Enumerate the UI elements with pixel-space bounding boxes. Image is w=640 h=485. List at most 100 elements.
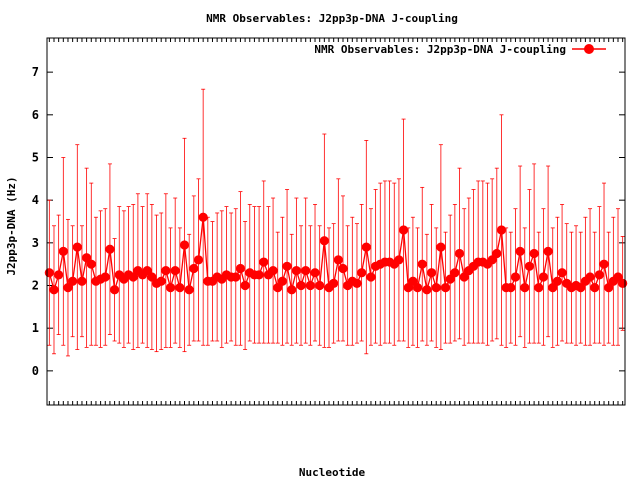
data-point (366, 272, 376, 282)
data-point (235, 263, 246, 274)
data-point (552, 276, 563, 286)
data-point (538, 272, 549, 282)
data-point (68, 276, 78, 286)
data-point (58, 246, 68, 256)
data-point (529, 248, 539, 259)
data-point (147, 272, 157, 282)
data-point (77, 276, 87, 286)
data-point (487, 255, 497, 265)
data-point (524, 261, 535, 271)
y-tick-label: 2 (32, 279, 39, 293)
data-point (548, 283, 558, 293)
data-point (329, 278, 339, 288)
y-tick-label: 0 (32, 364, 39, 378)
data-point (604, 283, 614, 293)
plot-frame (46, 37, 626, 406)
data-point (492, 248, 502, 259)
data-point (291, 265, 301, 276)
data-point (594, 270, 604, 280)
data-point (142, 265, 152, 276)
data-point (450, 268, 460, 278)
data-point (431, 283, 441, 293)
data-point (403, 283, 413, 293)
data-point (590, 283, 600, 293)
data-point (496, 225, 507, 235)
data-point (287, 285, 297, 295)
x-axis-label: Nucleotide (299, 466, 366, 479)
data-point (179, 240, 190, 250)
data-point (277, 276, 287, 286)
chart-title: NMR Observables: J2pp3p-DNA J-coupling (206, 12, 458, 25)
data-point (599, 259, 609, 269)
data-point (436, 242, 446, 252)
data-point (412, 283, 423, 293)
data-point (310, 268, 320, 278)
data-point (301, 265, 311, 276)
y-tick-label: 1 (32, 321, 39, 335)
data-point (319, 236, 329, 246)
data-point (86, 259, 96, 269)
data-point (273, 283, 283, 293)
legend-marker (584, 44, 594, 54)
data-point (618, 278, 628, 288)
data-point (338, 263, 348, 274)
y-tick-label: 5 (32, 150, 39, 164)
data-point (613, 272, 623, 282)
legend: NMR Observables: J2pp3p-DNA J-coupling (314, 43, 606, 56)
data-point (557, 268, 567, 278)
data-point (128, 272, 138, 282)
y-tick-label: 4 (32, 193, 39, 207)
data-point (44, 268, 54, 278)
data-point (161, 265, 171, 276)
data-point (357, 268, 367, 278)
data-point (408, 276, 418, 286)
data-point (240, 280, 250, 291)
data-point (454, 248, 465, 259)
data-point (333, 255, 343, 265)
y-axis-label: J2pp3p-DNA (Hz) (5, 176, 18, 275)
data-point (543, 246, 553, 256)
data-point (63, 283, 73, 293)
data-point (72, 242, 82, 252)
data-point (193, 255, 204, 265)
data-point (175, 283, 185, 293)
data-point (109, 285, 120, 295)
data-point (445, 274, 455, 284)
data-point (534, 283, 544, 293)
data-point (398, 225, 409, 235)
data-point (105, 244, 115, 254)
data-point (82, 253, 92, 263)
data-point (426, 268, 437, 278)
data-point (585, 272, 595, 282)
data-point (305, 280, 315, 291)
data-point (296, 280, 306, 291)
legend-label: NMR Observables: J2pp3p-DNA J-coupling (314, 43, 566, 56)
data-point (189, 263, 199, 274)
data-point (231, 272, 241, 282)
data-point (268, 265, 278, 276)
data-point (282, 261, 292, 271)
y-tick-label: 6 (32, 108, 39, 122)
data-point (259, 257, 269, 267)
data-point (156, 276, 166, 286)
data-point (506, 283, 516, 293)
y-tick-label: 3 (32, 236, 39, 250)
data-point (198, 212, 208, 222)
data-point (520, 283, 530, 293)
data-point (459, 272, 469, 282)
data-point (54, 270, 64, 280)
data-point (49, 285, 59, 295)
data-point (100, 272, 110, 282)
data-point (170, 265, 180, 276)
data-point (417, 259, 427, 269)
data-point (576, 283, 586, 293)
data-point (361, 242, 371, 252)
data-point (254, 270, 264, 280)
data-point (422, 285, 432, 295)
data-point (184, 285, 194, 295)
data-point (394, 255, 404, 265)
data-point (510, 272, 521, 282)
data-point (515, 246, 525, 256)
